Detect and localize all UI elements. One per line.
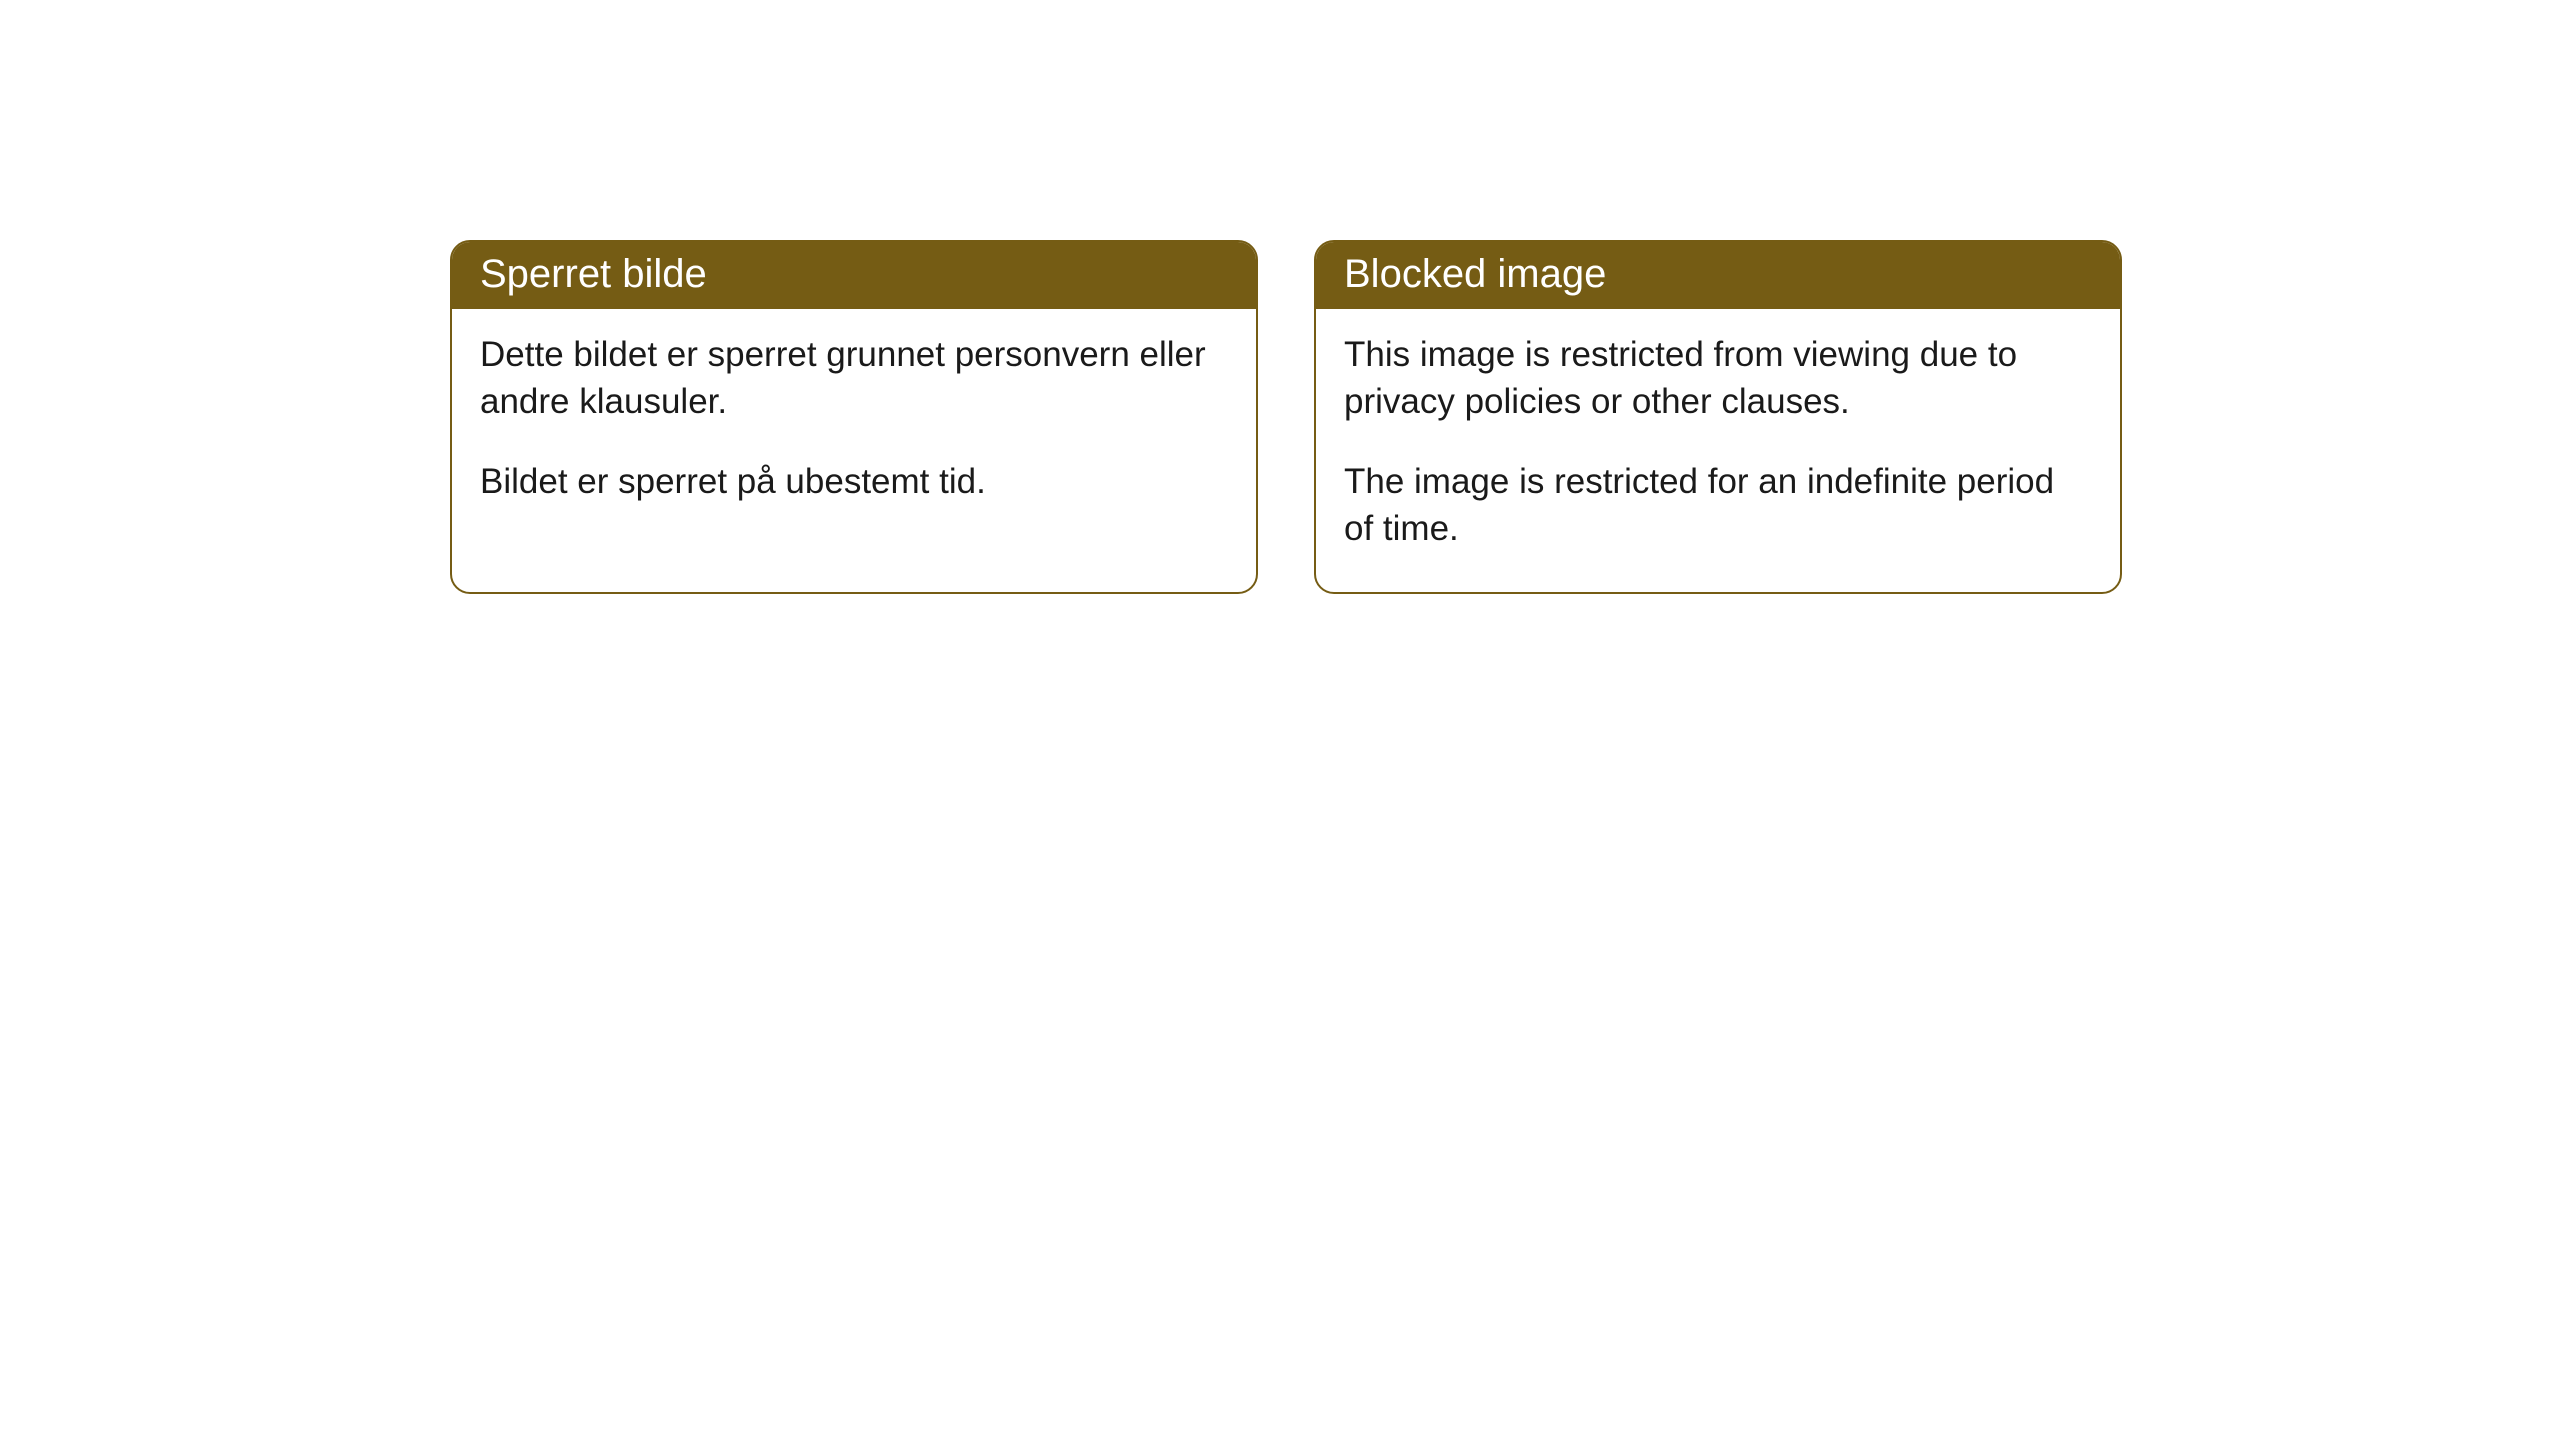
card-title: Blocked image xyxy=(1344,252,1606,296)
blocked-image-card-english: Blocked image This image is restricted f… xyxy=(1314,240,2122,594)
notice-paragraph-1: This image is restricted from viewing du… xyxy=(1344,331,2092,426)
notice-container: Sperret bilde Dette bildet er sperret gr… xyxy=(0,0,2560,594)
card-title: Sperret bilde xyxy=(480,252,707,296)
card-header-norwegian: Sperret bilde xyxy=(452,242,1256,309)
blocked-image-card-norwegian: Sperret bilde Dette bildet er sperret gr… xyxy=(450,240,1258,594)
notice-paragraph-2: The image is restricted for an indefinit… xyxy=(1344,458,2092,553)
notice-paragraph-1: Dette bildet er sperret grunnet personve… xyxy=(480,331,1228,426)
card-header-english: Blocked image xyxy=(1316,242,2120,309)
card-body-english: This image is restricted from viewing du… xyxy=(1316,309,2120,592)
notice-paragraph-2: Bildet er sperret på ubestemt tid. xyxy=(480,458,1228,505)
card-body-norwegian: Dette bildet er sperret grunnet personve… xyxy=(452,309,1256,545)
